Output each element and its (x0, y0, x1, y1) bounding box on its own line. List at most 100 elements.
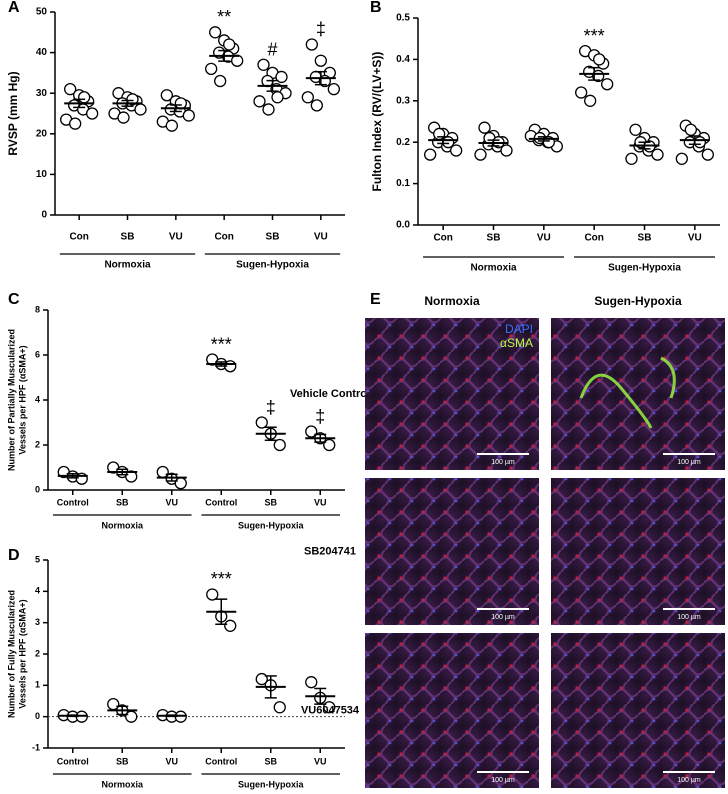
y-tick-label: 0.5 (396, 13, 410, 24)
data-point (174, 477, 187, 490)
data-point (323, 438, 336, 452)
data-point (273, 438, 286, 452)
scale-bar-label: 100 µm (491, 614, 515, 621)
row-label: SB204741 (304, 545, 356, 557)
micrograph (365, 318, 539, 470)
y-tick-label: 10 (36, 169, 48, 180)
data-point (450, 144, 463, 157)
y-axis-title: RVSP (mm Hg) (6, 71, 20, 155)
scale-bar-label: 100 µm (491, 459, 515, 466)
micrograph (365, 478, 539, 625)
column-label: Normoxia (424, 294, 480, 308)
y-axis-title: Number of Fully Muscularized (6, 590, 16, 718)
annotation: ‡ (315, 406, 325, 426)
data-point (257, 58, 270, 71)
panel-label: C (8, 291, 20, 308)
y-tick-label: 2 (35, 648, 40, 658)
y-axis-title: Vessels per HPF (αSMA+) (17, 599, 27, 708)
data-point (424, 148, 437, 161)
data-point (125, 710, 138, 723)
x-tick-label: SB (116, 497, 129, 507)
group-label: Sugen-Hypoxia (608, 263, 681, 274)
data-point (593, 53, 606, 66)
x-tick-label: VU (165, 756, 178, 766)
data-point (86, 107, 99, 120)
y-tick-label: 6 (35, 349, 40, 359)
data-point (629, 123, 642, 136)
micrograph (551, 318, 725, 470)
data-point (275, 70, 288, 84)
y-tick-label: 4 (35, 586, 40, 596)
x-tick-label: SB (638, 233, 652, 244)
data-point (160, 89, 173, 102)
group-label: Sugen-Hypoxia (236, 260, 309, 271)
annotation: ** (217, 7, 231, 27)
data-point (273, 701, 286, 714)
data-point (223, 38, 236, 51)
data-point (255, 672, 268, 686)
data-point (442, 136, 455, 149)
data-point (305, 676, 318, 689)
x-tick-label: Con (69, 232, 88, 243)
row-label: VU6047534 (301, 704, 360, 716)
legend-text: DAPI (505, 322, 533, 336)
data-point (684, 123, 697, 136)
data-point (327, 82, 340, 96)
annotation: *** (584, 26, 605, 46)
data-point (255, 416, 268, 429)
y-axis-title: Number of Partially Muscularized (6, 329, 16, 471)
x-tick-label: Con (214, 232, 233, 243)
y-tick-label: 0.1 (396, 178, 410, 189)
data-point (500, 144, 513, 157)
x-tick-label: VU (314, 232, 328, 243)
data-point (206, 588, 219, 601)
x-tick-label: Control (205, 497, 237, 507)
data-point (584, 94, 597, 107)
data-point (310, 99, 323, 112)
y-tick-label: 0 (35, 484, 40, 494)
x-tick-label: Con (584, 233, 603, 244)
scale-bar-label: 100 µm (677, 777, 701, 784)
x-tick-label: SB (116, 756, 129, 766)
green-stain (579, 356, 676, 429)
data-point (701, 148, 714, 161)
annotation: # (267, 40, 277, 60)
x-tick-label: VU (169, 232, 183, 243)
y-tick-label: 0.0 (396, 220, 410, 231)
annotation: ‡ (266, 397, 276, 417)
data-point (651, 148, 664, 161)
data-point (231, 54, 244, 67)
y-tick-label: 40 (36, 47, 48, 58)
annotation: *** (211, 569, 232, 589)
panel-label: A (8, 0, 20, 16)
data-point (478, 121, 491, 134)
y-tick-label: 0.4 (396, 54, 410, 65)
data-point (78, 91, 91, 104)
x-tick-label: SB (264, 497, 277, 507)
group-label: Normoxia (104, 260, 151, 271)
x-tick-label: Control (205, 756, 237, 766)
y-tick-label: 4 (35, 394, 40, 404)
x-tick-label: Control (57, 497, 89, 507)
y-tick-label: -1 (32, 742, 40, 752)
x-tick-label: SB (121, 232, 135, 243)
group-label: Normoxia (101, 779, 144, 789)
data-point (675, 152, 688, 165)
y-tick-label: 20 (36, 128, 48, 139)
data-point (224, 619, 237, 632)
data-point (301, 91, 314, 104)
y-tick-label: 50 (36, 7, 48, 18)
scale-bar-label: 100 µm (677, 614, 701, 621)
data-point (174, 97, 187, 110)
annotation: ‡ (316, 19, 326, 39)
column-label: Sugen-Hypoxia (594, 294, 682, 308)
y-tick-label: 2 (35, 439, 40, 449)
data-point (253, 95, 266, 108)
y-tick-label: 5 (35, 554, 40, 564)
panel-label: D (8, 547, 20, 564)
x-tick-label: VU (314, 497, 327, 507)
y-tick-label: 8 (35, 304, 40, 314)
x-tick-label: SB (266, 232, 280, 243)
group-label: Normoxia (470, 263, 517, 274)
y-tick-label: 0.2 (396, 137, 410, 148)
